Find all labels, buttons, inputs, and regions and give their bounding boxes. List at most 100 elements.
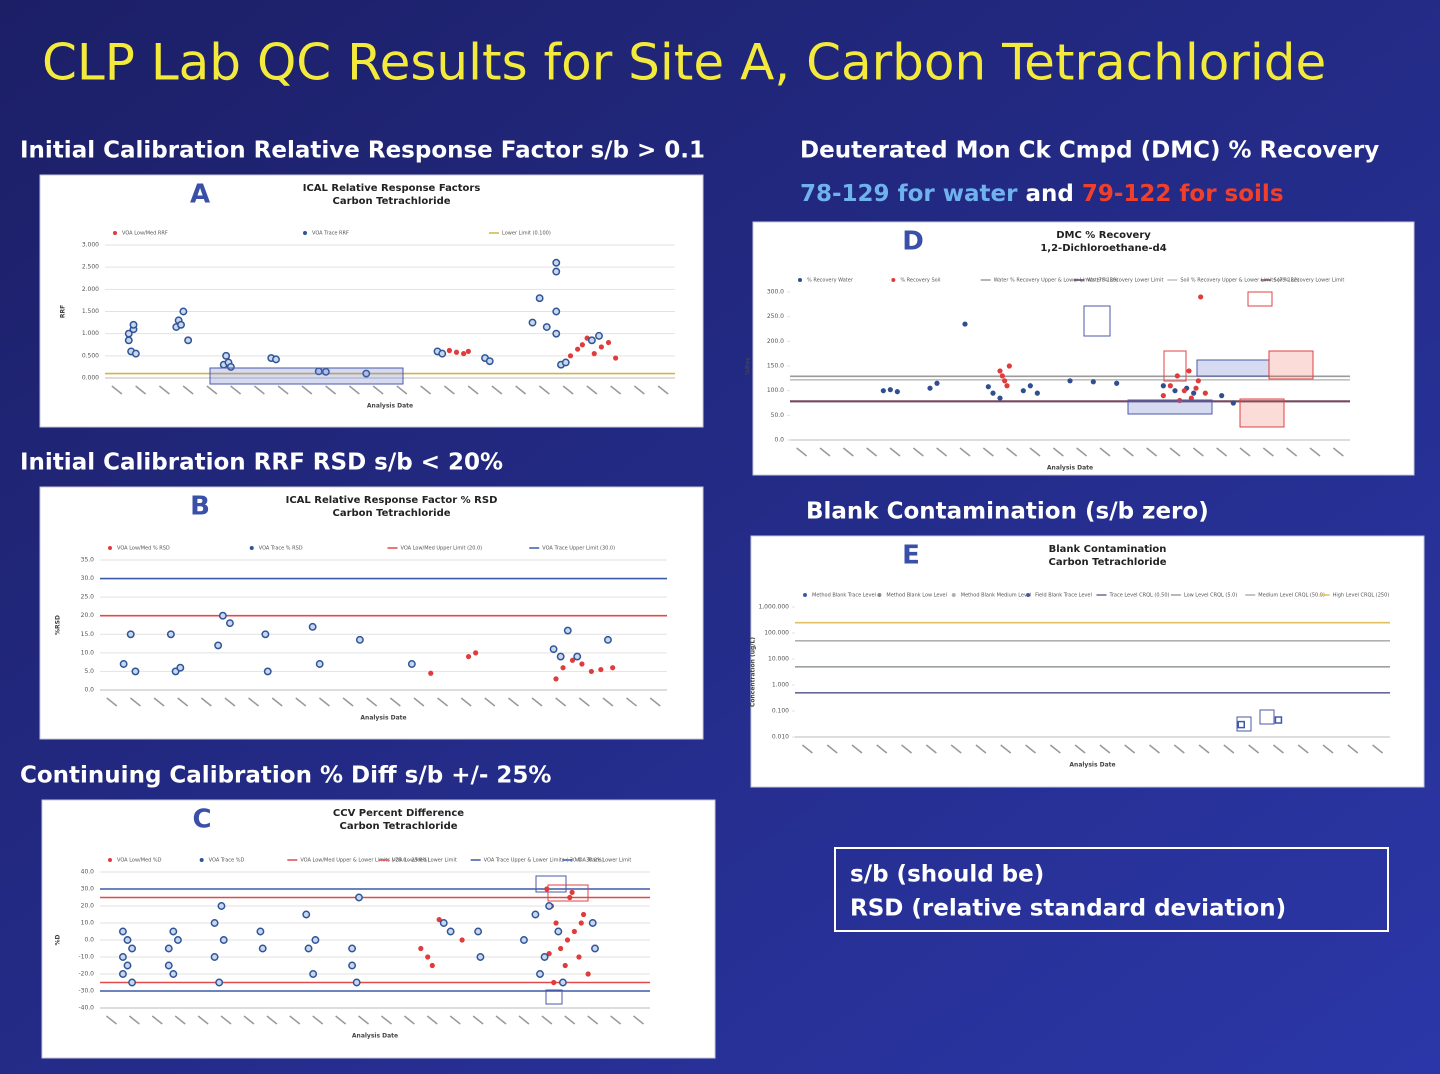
x-tick-label-blur <box>578 697 590 707</box>
legend-label: Water % Recovery Lower Limit <box>1087 278 1163 284</box>
y-tick-label: -40.0 <box>78 1005 94 1012</box>
point <box>934 380 940 386</box>
x-tick-label-blur <box>610 385 622 395</box>
point <box>1006 363 1012 369</box>
point <box>531 910 540 919</box>
y-tick-label: 30.0 <box>81 886 95 893</box>
highlight-box <box>547 884 589 902</box>
y-tick-label: 25.0 <box>81 594 95 601</box>
x-tick-label-blur <box>312 1015 324 1025</box>
x-tick-label-blur <box>106 697 118 707</box>
y-axis-label: %D <box>55 934 62 945</box>
x-tick-label-blur <box>1146 447 1158 457</box>
y-tick-label: -30.0 <box>78 988 94 995</box>
x-tick-label-blur <box>657 385 669 395</box>
chart-letter: E <box>902 541 920 571</box>
point <box>446 347 452 354</box>
point <box>169 970 178 978</box>
panel-heading: Blank Contamination (s/b zero) <box>806 499 1209 525</box>
x-tick-label-blur <box>982 447 994 457</box>
x-tick-label-blur <box>182 385 194 395</box>
x-tick-label-blur <box>1239 447 1251 457</box>
point <box>985 384 991 390</box>
x-tick-label-blur <box>206 385 218 395</box>
point <box>438 349 447 358</box>
panel-heading: Initial Calibration RRF RSD s/b < 20% <box>20 450 503 476</box>
note-line: RSD (relative standard deviation) <box>850 896 1286 922</box>
point <box>362 369 371 378</box>
x-tick-label-blur <box>1099 744 1111 754</box>
panel-heading: Deuterated Mon Ck Cmpd (DMC) % Recovery <box>800 138 1379 164</box>
point <box>610 665 616 671</box>
point <box>218 611 227 620</box>
chart-frame <box>752 221 1415 476</box>
x-tick-label-blur <box>1074 744 1086 754</box>
y-axis-label: Concentration (ug/L) <box>750 637 757 707</box>
point <box>553 920 559 926</box>
x-tick-label-blur <box>1272 744 1284 754</box>
point <box>573 652 582 661</box>
x-tick-label-blur <box>335 1015 347 1025</box>
x-tick-label-blur <box>562 385 574 395</box>
x-tick-label-blur <box>1006 447 1018 457</box>
point <box>302 910 311 919</box>
x-tick-label-blur <box>936 447 948 457</box>
point <box>476 953 485 961</box>
point <box>1188 395 1194 401</box>
chart-subtitle: Carbon Tetrachloride <box>1048 557 1166 568</box>
note-box <box>834 847 1389 932</box>
y-tick-label: 2.500 <box>82 264 99 271</box>
legend-swatch <box>891 278 896 282</box>
x-tick-label-blur <box>200 697 212 707</box>
point <box>536 970 544 978</box>
legend-label: VOA Trace %D <box>209 858 245 864</box>
x-tick-label-blur <box>626 697 638 707</box>
legend-label: VOA Trace Upper & Lower Limits (-30.0 - … <box>484 858 604 864</box>
point <box>429 962 435 969</box>
point <box>562 962 568 969</box>
x-tick-label-blur <box>1332 447 1344 457</box>
y-tick-label: 5.0 <box>84 668 94 675</box>
legend-label: Lower Limit (0.100) <box>502 231 551 237</box>
highlight-box <box>1247 291 1273 307</box>
point <box>544 886 550 892</box>
point <box>315 660 324 668</box>
y-tick-label: 10.000 <box>768 656 789 663</box>
point <box>578 920 584 926</box>
point <box>131 349 140 358</box>
x-tick-label-blur <box>649 697 661 707</box>
point <box>272 355 280 364</box>
chart-title: ICAL Relative Response Factors <box>303 183 481 194</box>
legend-swatch <box>951 593 956 597</box>
y-tick-label: 0.0 <box>84 937 94 944</box>
y-tick-label: 40.0 <box>81 869 95 876</box>
x-tick-label-blur <box>348 385 360 395</box>
legend-label: VOA Trace Upper Limit (30.0) <box>542 546 615 552</box>
x-tick-label-blur <box>876 744 888 754</box>
slide-title: CLP Lab QC Results for Site A, Carbon Te… <box>42 34 1326 92</box>
legend-label: Field Blank Trace Level <box>1035 593 1092 599</box>
x-axis-label: Analysis Date <box>352 1033 398 1040</box>
point <box>123 936 132 944</box>
x-tick-label-blur <box>901 744 913 754</box>
point <box>554 927 563 936</box>
x-tick-label-blur <box>177 697 189 707</box>
x-tick-label-blur <box>1000 744 1012 754</box>
chart-title: DMC % Recovery <box>1056 230 1151 241</box>
point <box>588 919 597 927</box>
point <box>210 919 219 927</box>
y-tick-label: 10.0 <box>81 920 95 927</box>
point <box>551 979 557 986</box>
point <box>179 307 188 316</box>
x-tick-label-blur <box>975 744 987 754</box>
point <box>588 668 595 675</box>
point <box>552 329 561 338</box>
legend-label: VOA Low/Med RRF <box>122 231 168 237</box>
point <box>1090 379 1096 385</box>
x-axis-label: Analysis Date <box>1047 465 1093 472</box>
chart-letter: D <box>902 227 924 257</box>
x-tick-label-blur <box>1099 447 1111 457</box>
x-tick-label-blur <box>358 1015 370 1025</box>
x-tick-label-blur <box>842 447 854 457</box>
point <box>894 389 900 395</box>
